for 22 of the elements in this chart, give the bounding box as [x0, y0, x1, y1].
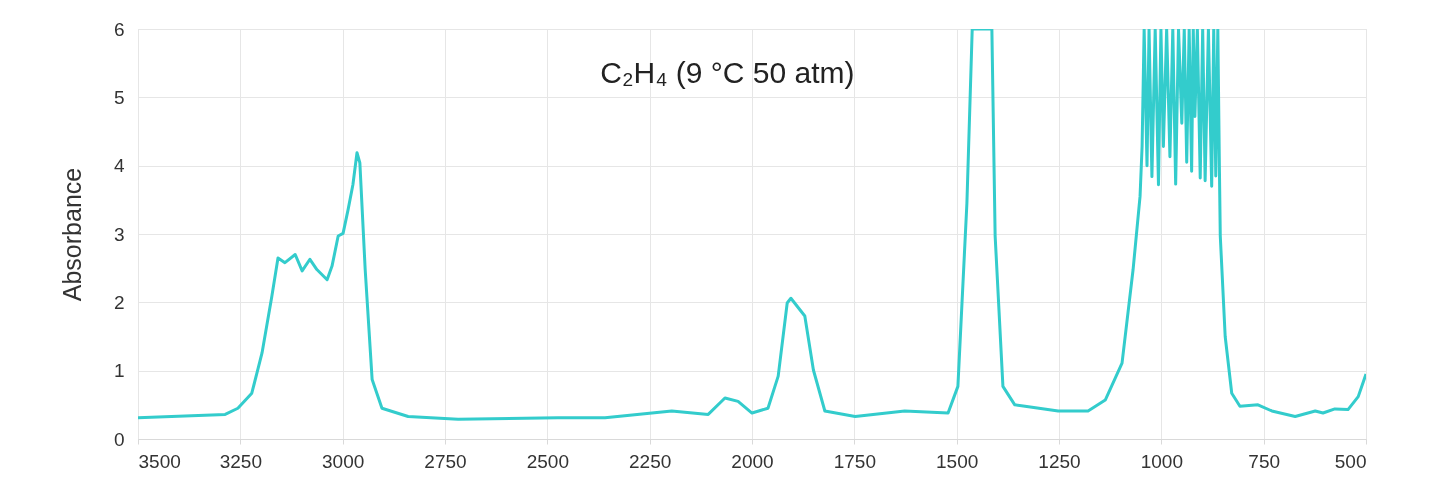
- x-tick-label: 1000: [1140, 450, 1183, 472]
- x-tick-label: 3000: [322, 450, 365, 472]
- x-tick-label: 500: [1334, 450, 1367, 472]
- x-tick-label: 750: [1248, 450, 1281, 472]
- x-tick-label: 2000: [731, 450, 774, 472]
- annotation: C₂H₄ (9 °C 50 atm): [600, 56, 855, 89]
- x-tick-label: 3250: [219, 450, 262, 472]
- x-tick-label: 2500: [526, 450, 569, 472]
- y-tick-label: 3: [113, 223, 125, 245]
- x-tick-label: 1500: [936, 450, 979, 472]
- x-tick-label: 3500: [138, 450, 181, 472]
- y-tick-label: 4: [113, 155, 125, 177]
- x-tick-label: 2250: [629, 450, 672, 472]
- y-tick-label: 1: [113, 360, 125, 382]
- y-tick-label: 6: [113, 18, 125, 40]
- x-tick-label: 1750: [833, 450, 876, 472]
- y-tick-label: 0: [113, 428, 125, 450]
- y-tick-label: 5: [113, 86, 125, 108]
- y-tick-label: 2: [113, 291, 125, 313]
- x-tick-label: 1250: [1038, 450, 1081, 472]
- x-tick-label: 2750: [424, 450, 467, 472]
- y-axis-title: Absorbance: [57, 167, 86, 302]
